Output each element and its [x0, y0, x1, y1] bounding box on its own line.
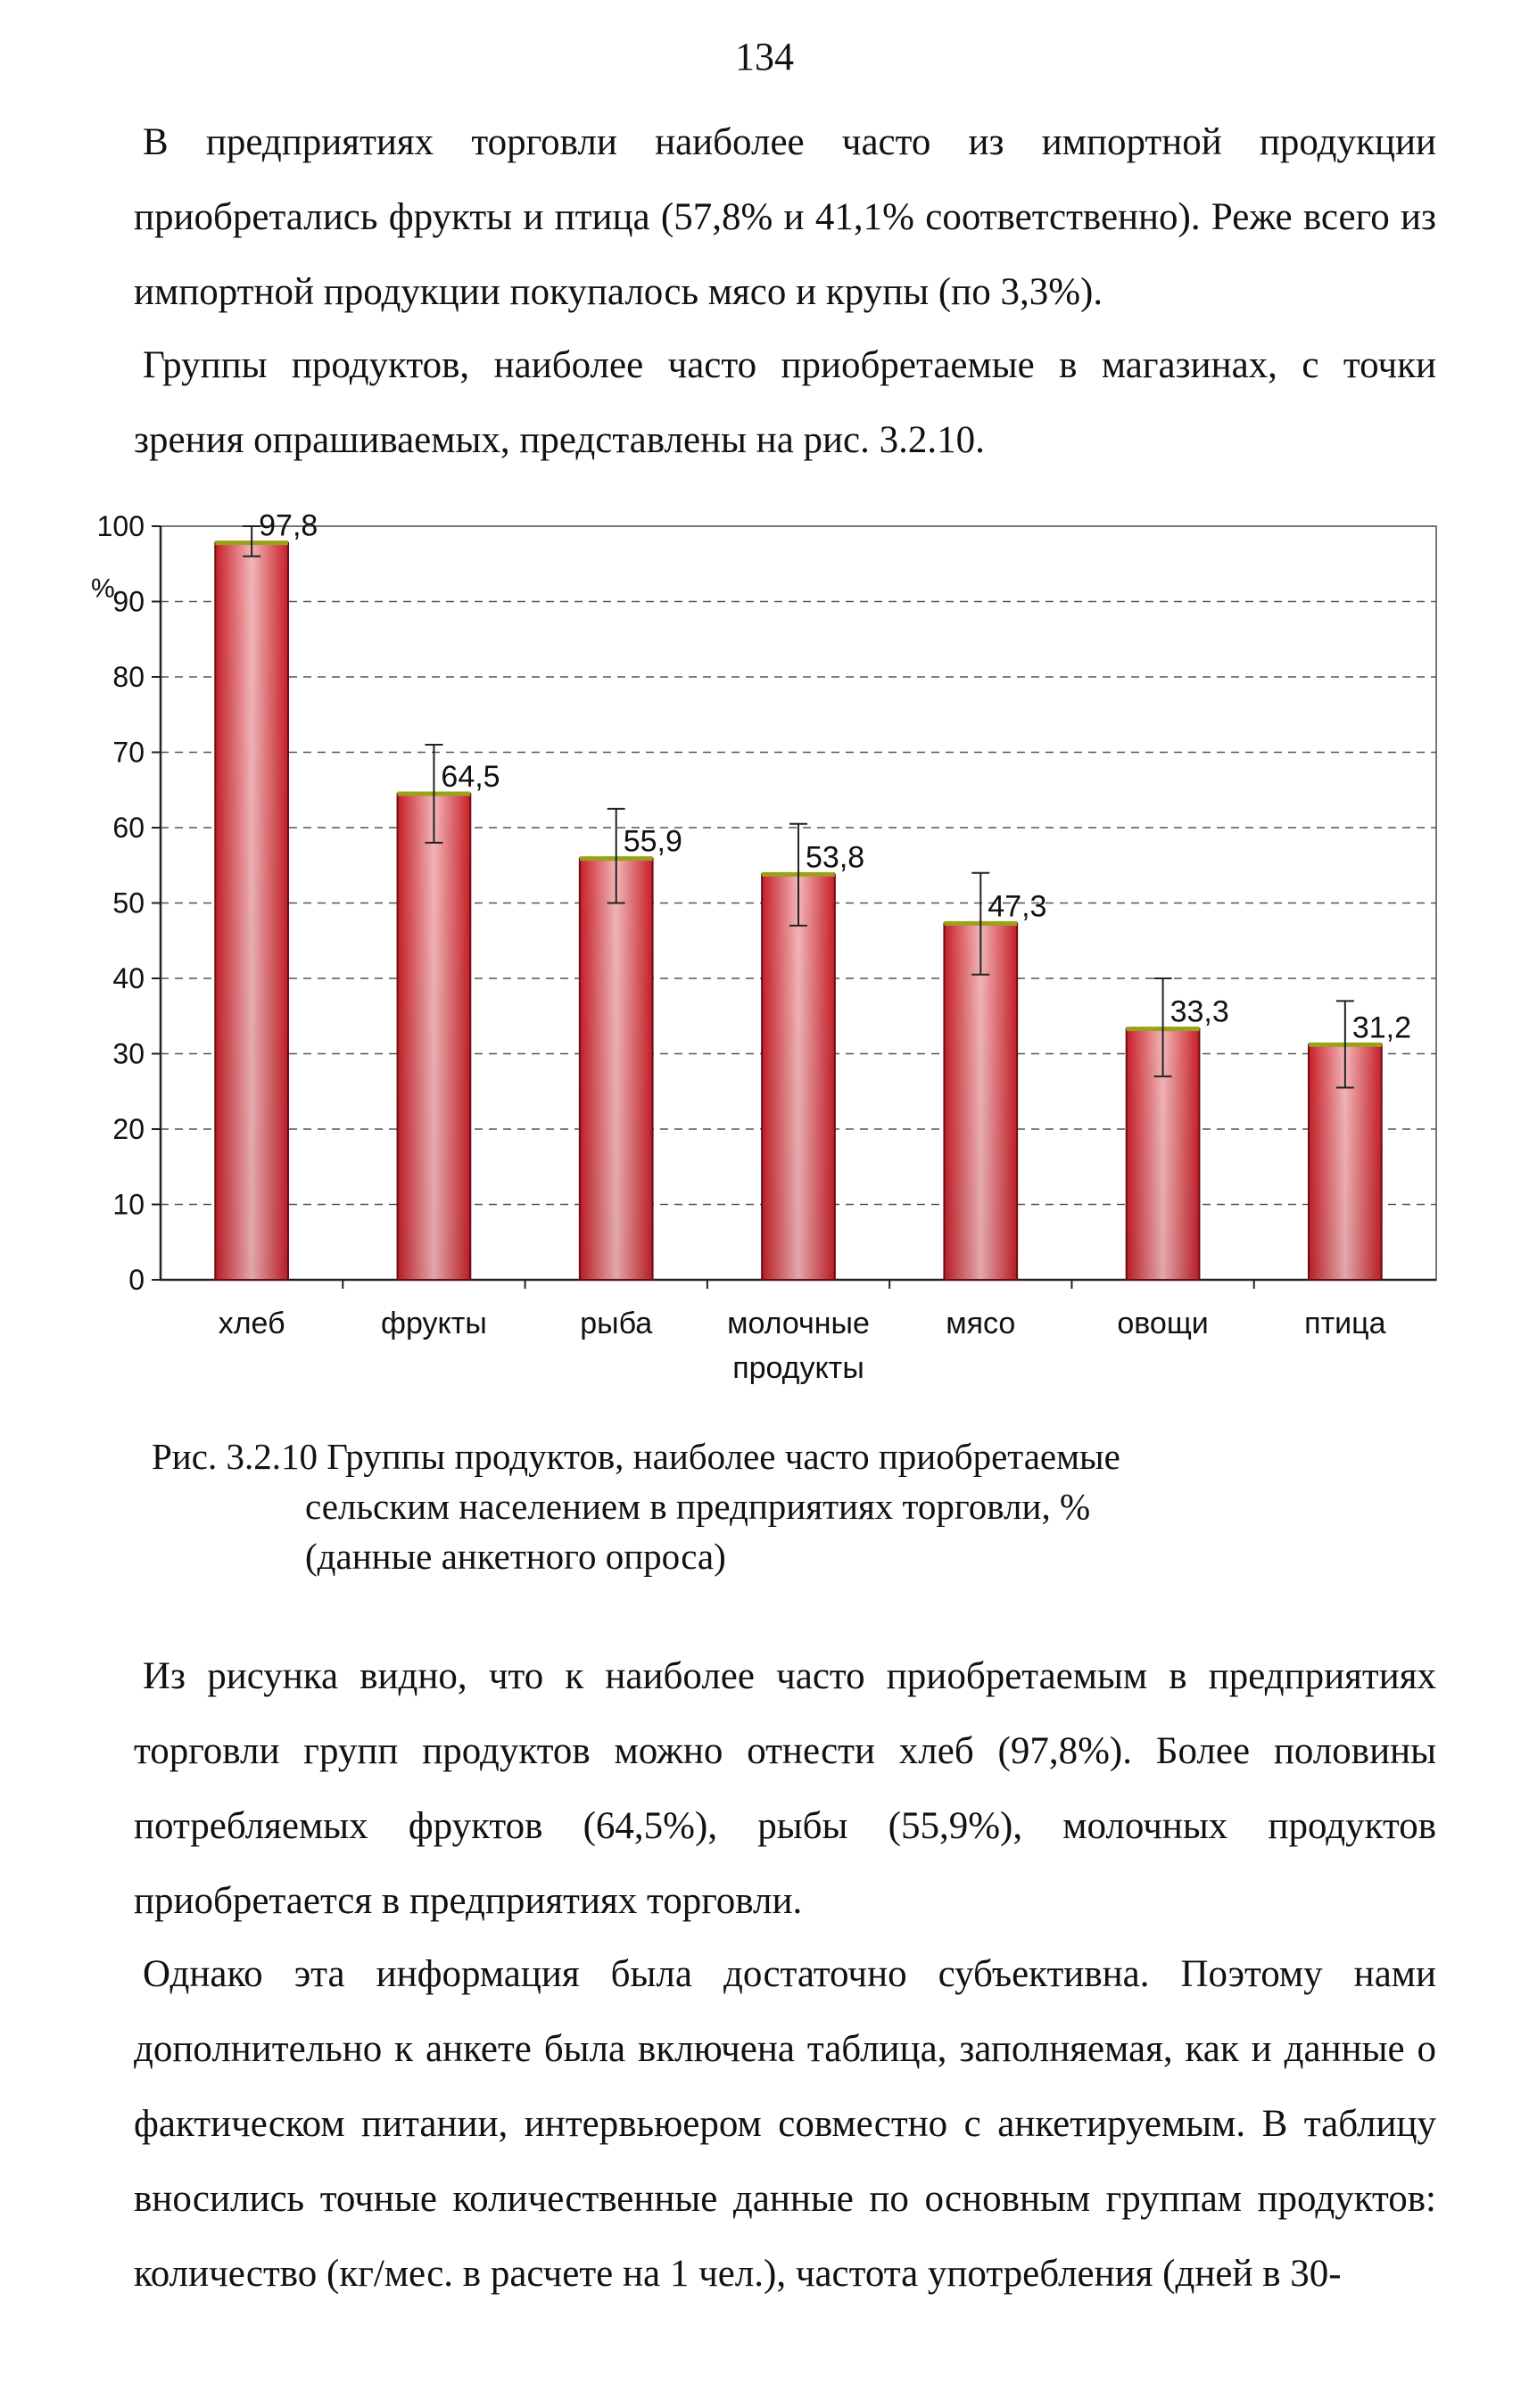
x-category-label: мясо: [946, 1307, 1015, 1340]
data-label: 53,8: [806, 840, 864, 874]
y-tick-label: 0: [128, 1264, 145, 1296]
caption-line-1: Рис. 3.2.10 Группы продуктов, наиболее ч…: [152, 1436, 1120, 1477]
paragraph-figure-intro: Группы продуктов, наиболее часто приобре…: [134, 344, 1436, 461]
y-tick-label: 90: [112, 586, 145, 618]
y-tick-label: 60: [112, 812, 145, 844]
data-label: 97,8: [259, 509, 318, 543]
bar-shade: [215, 542, 288, 1280]
y-tick-label: 100: [97, 510, 145, 542]
page-number: 134: [735, 35, 794, 78]
data-label: 47,3: [988, 889, 1046, 923]
y-tick-label: 80: [112, 661, 145, 693]
paragraph-table-method: Однако эта информация была достаточно су…: [134, 1953, 1436, 2295]
x-category-label: хлеб: [219, 1307, 285, 1340]
bar-shade: [944, 923, 1018, 1280]
caption-line-3: (данные анкетного опроса): [305, 1536, 726, 1577]
x-category-label: птица: [1304, 1307, 1385, 1340]
x-category-label: рыба: [580, 1307, 652, 1340]
paragraph-imports: В предприятиях торговли наиболее часто и…: [134, 121, 1436, 313]
data-label: 31,2: [1352, 1010, 1411, 1044]
bar-shade: [579, 858, 653, 1280]
bar-shade: [762, 874, 835, 1280]
data-label: 33,3: [1170, 995, 1229, 1029]
x-category-label: фрукты: [381, 1307, 487, 1340]
data-label: 64,5: [441, 760, 500, 794]
data-label: 55,9: [624, 825, 682, 859]
bar-chart: 0 10 20 30 40 50 60 70 80 90 100% 97,8 хлеб 64,5 фрук…: [80, 499, 1472, 1391]
y-tick-label: 50: [112, 887, 145, 919]
y-tick-label: 20: [112, 1113, 145, 1145]
y-tick-label: 30: [112, 1038, 145, 1070]
caption-line-2: сельским населением в предприятиях торго…: [305, 1486, 1091, 1527]
y-tick-label: 70: [112, 737, 145, 769]
x-category-label: овощи: [1117, 1307, 1208, 1340]
x-category-label: продукты: [732, 1351, 864, 1385]
bar-shade: [397, 793, 471, 1280]
y-tick-label: 10: [112, 1189, 145, 1221]
x-category-label: молочные: [727, 1307, 870, 1340]
chart-svg: 0 10 20 30 40 50 60 70 80 90 100% 97,8 хлеб 64,5 фрук…: [91, 509, 1437, 1385]
y-axis-unit: %: [91, 574, 115, 604]
y-tick-label: 40: [112, 962, 145, 994]
figure-caption: Рис. 3.2.10 Группы продуктов, наиболее ч…: [152, 1431, 1311, 1581]
paragraph-conclusion: Из рисунка видно, что к наиболее часто п…: [134, 1655, 1436, 1922]
